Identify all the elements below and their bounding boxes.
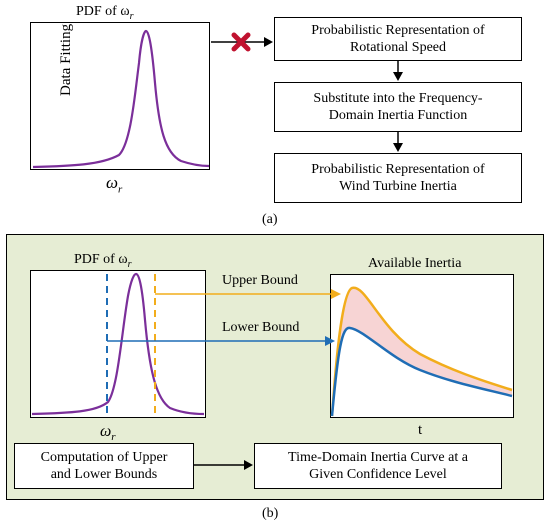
upper-inertia-curve: [330, 286, 513, 417]
flow-box-turbine-inertia: Probabilistic Representation of Wind Tur…: [274, 153, 522, 203]
inertia-x-label: t: [418, 422, 423, 438]
x-axis-symbol-b: ωr: [100, 423, 116, 444]
caption-a: (a): [262, 212, 278, 227]
pdf-plot-a: [30, 22, 210, 170]
compute-bounds-box: Computation of Upper and Lower Bounds: [14, 443, 194, 489]
lower-bound-label: Lower Bound: [222, 320, 300, 335]
inertia-curve-box: Time-Domain Inertia Curve at a Given Con…: [254, 443, 502, 489]
flow-box-rotational-speed: Probabilistic Representation of Rotation…: [274, 17, 522, 61]
inertia-band: [332, 287, 512, 416]
lower-inertia-curve: [330, 326, 513, 417]
pdf-title-a: PDF of ωr: [76, 4, 134, 22]
pdf-title-b: PDF of ωr: [74, 252, 132, 270]
caption-b: (b): [262, 506, 279, 521]
flow-box-frequency-domain: Substitute into the Frequency- Domain In…: [274, 82, 522, 132]
red-x-cross-icon: [231, 32, 251, 52]
pdf-curve-a: [32, 29, 210, 169]
inertia-title: Available Inertia: [368, 256, 462, 271]
x-axis-symbol-a: ωr: [106, 173, 123, 196]
pdf-curve-b: [31, 272, 205, 416]
upper-bound-label: Upper Bound: [222, 273, 298, 288]
